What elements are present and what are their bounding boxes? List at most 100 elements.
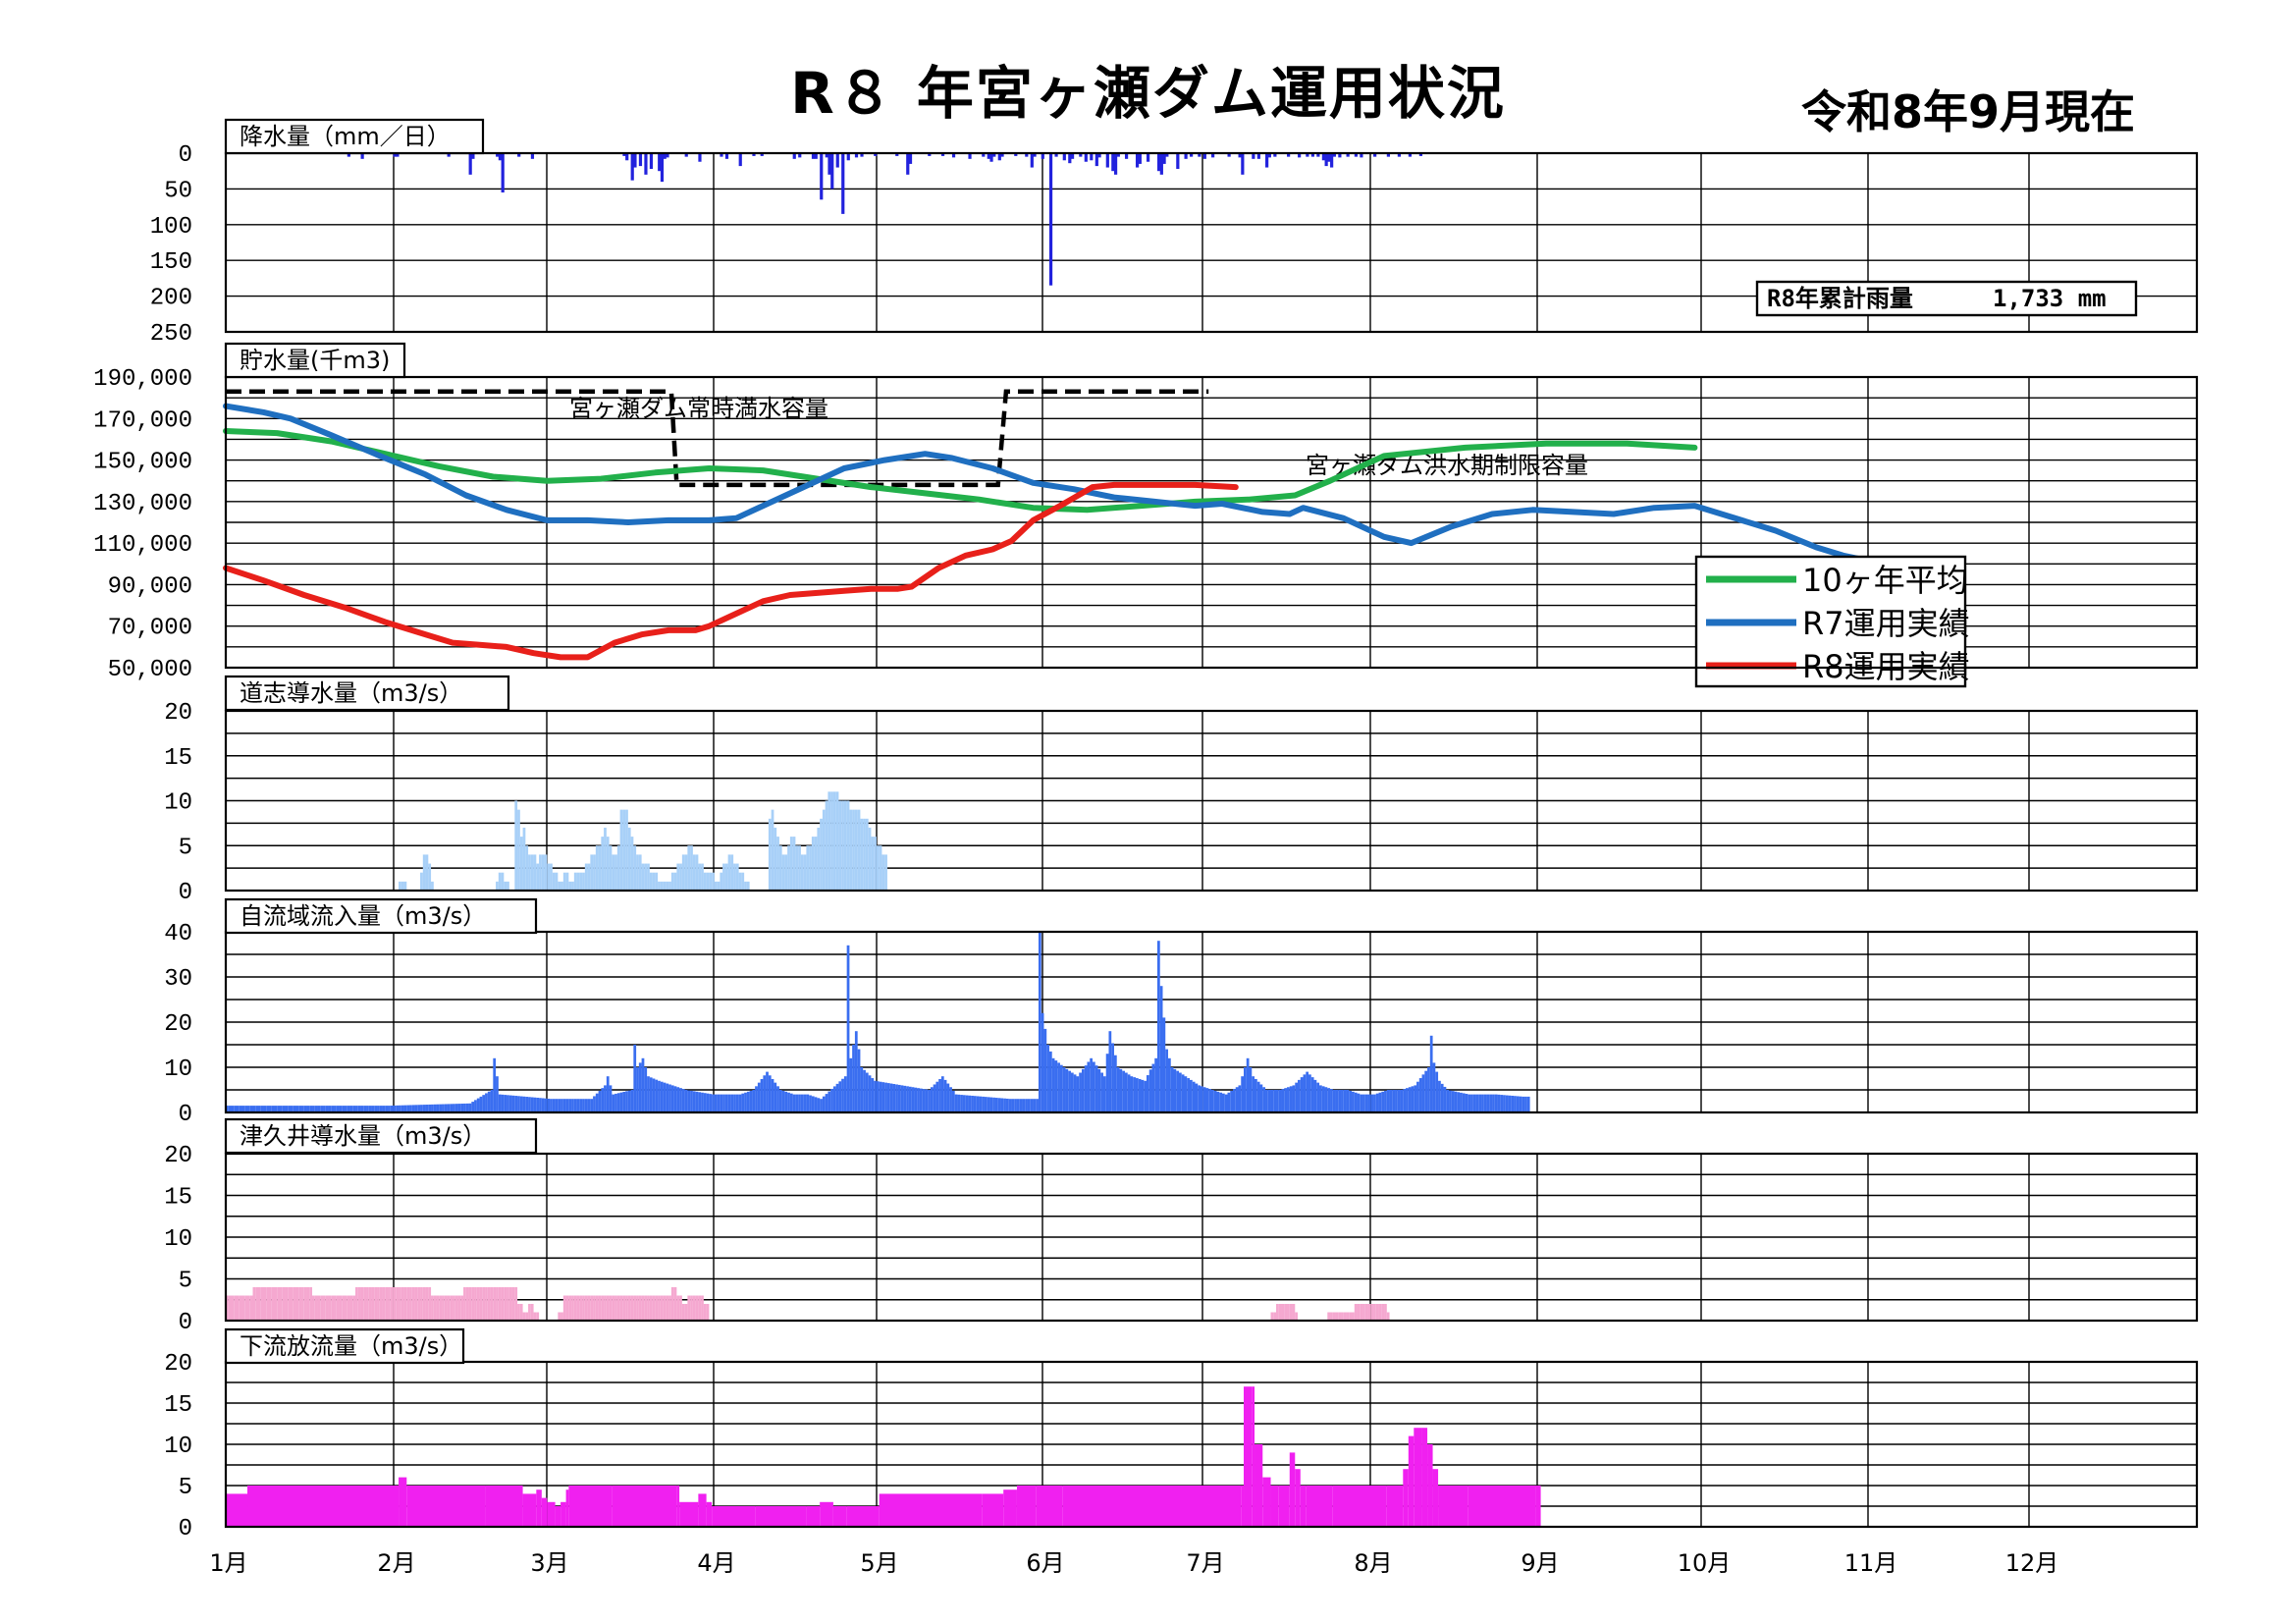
release-bar	[555, 1506, 561, 1527]
inflow-bar	[1397, 1090, 1401, 1112]
doshi-bar	[496, 881, 499, 891]
rain-bar	[471, 153, 475, 159]
y-tick-label: 200	[150, 286, 192, 312]
tsukui-bar	[1327, 1312, 1331, 1321]
inflow-bar	[1424, 1070, 1428, 1112]
doshi-bar	[695, 854, 699, 891]
inflow-bar	[746, 1091, 750, 1112]
cumulative-rain-label: R8年累計雨量	[1767, 285, 1913, 312]
rain-bar	[1014, 153, 1018, 156]
inflow-bar	[1046, 1045, 1049, 1112]
inflow-bar	[852, 1045, 855, 1112]
doshi-bar	[400, 881, 404, 891]
inflow-bar	[1230, 1090, 1234, 1112]
inflow-bar	[465, 1103, 469, 1112]
doshi-bar	[555, 872, 559, 891]
inflow-bar	[450, 1104, 454, 1112]
tsukui-bar	[288, 1287, 292, 1321]
inflow-bar	[342, 1106, 346, 1112]
inflow-bar	[1102, 1076, 1106, 1112]
inflow-bar	[612, 1094, 615, 1112]
inflow-bar	[1181, 1074, 1185, 1112]
inflow-bar	[800, 1094, 804, 1112]
rain-bar	[1090, 153, 1094, 161]
tsukui-bar	[604, 1295, 607, 1321]
inflow-bar	[652, 1078, 656, 1112]
tsukui-bar	[422, 1287, 426, 1321]
tsukui-bar	[444, 1295, 448, 1321]
inflow-bar	[633, 1045, 637, 1112]
inflow-bar	[1087, 1061, 1091, 1112]
inflow-bar	[463, 1103, 466, 1112]
release-bar	[1421, 1428, 1428, 1527]
rain-bar	[1298, 153, 1302, 158]
inflow-bar	[906, 1086, 909, 1112]
tsukui-bar	[655, 1295, 659, 1321]
x-tick-label: 6月	[1026, 1549, 1064, 1577]
release-bar	[832, 1506, 847, 1527]
inflow-bar	[849, 1057, 853, 1112]
tsukui-bar	[647, 1295, 650, 1321]
inflow-bar	[291, 1106, 294, 1112]
doshi-bar	[609, 845, 613, 891]
inflow-bar	[417, 1105, 421, 1112]
doshi-bar	[422, 854, 426, 891]
y-tick-label: 15	[164, 745, 192, 772]
tsukui-bar	[663, 1295, 667, 1321]
y-tick-label: 10	[164, 1434, 192, 1460]
inflow-bar	[908, 1086, 912, 1112]
inflow-bar	[1062, 1067, 1066, 1112]
inflow-bar	[547, 1098, 551, 1112]
inflow-bar	[258, 1106, 261, 1112]
rain-bar	[830, 153, 834, 189]
inflow-bar	[431, 1104, 434, 1112]
inflow-bar	[943, 1079, 947, 1112]
doshi-bar	[722, 863, 725, 891]
tsukui-bar	[633, 1295, 637, 1321]
inflow-bar	[1108, 1031, 1112, 1112]
inflow-bar	[561, 1099, 563, 1112]
tsukui-bar	[301, 1287, 304, 1321]
tsukui-bar	[339, 1295, 343, 1321]
doshi-bar	[795, 845, 799, 891]
doshi-bar	[431, 881, 434, 891]
tsukui-bar	[1386, 1312, 1390, 1321]
inflow-bar	[293, 1106, 296, 1112]
doshi-bar	[792, 837, 796, 891]
inflow-bar	[1022, 1099, 1026, 1112]
rain-bar	[1135, 153, 1140, 168]
inflow-bar	[1411, 1086, 1415, 1112]
inflow-bar	[735, 1094, 739, 1112]
tsukui-bar	[371, 1287, 375, 1321]
inflow-bar	[889, 1083, 893, 1112]
inflow-bar	[949, 1087, 952, 1112]
inflow-bar	[954, 1094, 958, 1112]
tsukui-bar	[293, 1287, 296, 1321]
inflow-bar	[1244, 1067, 1247, 1112]
inflow-bar	[1208, 1089, 1211, 1112]
inflow-bar	[1462, 1093, 1466, 1112]
tsukui-bar	[234, 1295, 238, 1321]
inflow-bar	[684, 1090, 688, 1112]
inflow-bar	[349, 1106, 353, 1112]
tsukui-bar	[255, 1287, 259, 1321]
tsukui-bar	[573, 1295, 577, 1321]
x-tick-label: 2月	[377, 1549, 415, 1577]
rain-bar	[393, 153, 397, 157]
inflow-bar	[1349, 1090, 1353, 1112]
inflow-bar	[989, 1097, 993, 1112]
inflow-bar	[576, 1099, 580, 1112]
x-tick-label: 5月	[860, 1549, 898, 1577]
doshi-bar	[838, 800, 842, 891]
doshi-bar	[641, 863, 645, 891]
rain-bar	[1156, 153, 1161, 172]
inflow-bar	[1362, 1094, 1365, 1112]
tsukui-bar	[668, 1295, 671, 1321]
release-bar	[1255, 1444, 1263, 1527]
inflow-bar	[692, 1091, 696, 1112]
inflow-bar	[798, 1094, 801, 1112]
doshi-bar	[544, 854, 548, 891]
doshi-bar	[798, 845, 801, 891]
rain-bar	[1227, 153, 1231, 157]
inflow-bar	[584, 1099, 588, 1112]
